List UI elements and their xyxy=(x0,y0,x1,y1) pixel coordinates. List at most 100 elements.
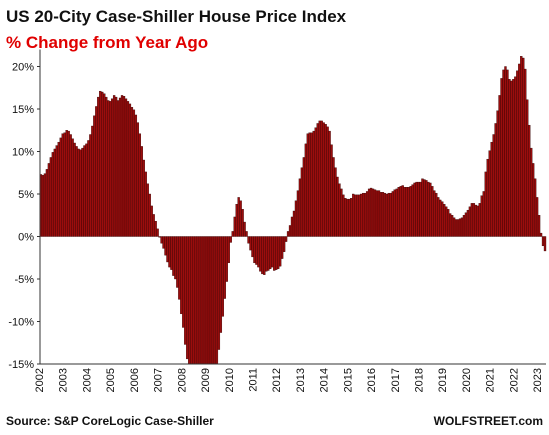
bar xyxy=(280,236,284,259)
x-tick-label: 2019 xyxy=(437,368,449,392)
bar xyxy=(114,96,118,237)
bar xyxy=(273,236,276,271)
bar xyxy=(245,231,248,237)
bar xyxy=(186,236,189,360)
bar xyxy=(259,236,262,272)
bar xyxy=(89,134,92,237)
bar xyxy=(431,186,434,237)
bar xyxy=(184,236,187,345)
bar xyxy=(87,140,90,237)
bar xyxy=(247,236,250,244)
bar xyxy=(488,150,491,237)
bar xyxy=(391,191,394,237)
bar xyxy=(516,70,519,237)
bar xyxy=(275,236,278,270)
bar xyxy=(154,221,157,237)
y-tick-label: 5% xyxy=(18,189,34,201)
bar xyxy=(83,145,86,237)
x-tick-label: 2022 xyxy=(508,368,520,392)
bar xyxy=(429,182,432,237)
bar xyxy=(160,236,163,244)
bar xyxy=(543,236,547,252)
x-tick-label: 2007 xyxy=(153,368,165,392)
bar xyxy=(142,159,145,237)
chart-title: US 20-City Case-Shiller House Price Inde… xyxy=(6,7,347,26)
bar xyxy=(514,76,517,237)
bar xyxy=(494,123,497,237)
bar xyxy=(112,95,116,237)
bar xyxy=(334,167,337,237)
x-tick-label: 2018 xyxy=(414,368,426,392)
bar xyxy=(365,191,369,237)
bar xyxy=(539,232,543,237)
bar xyxy=(290,216,294,237)
bar xyxy=(172,236,175,276)
bar xyxy=(239,200,242,237)
y-tick-label: -5% xyxy=(14,274,34,286)
bar xyxy=(162,236,165,249)
y-tick-label: 10% xyxy=(12,147,34,159)
bar xyxy=(101,91,104,237)
bar xyxy=(97,96,100,237)
x-tick-label: 2014 xyxy=(319,368,331,392)
bar xyxy=(300,167,304,237)
bar xyxy=(504,66,507,237)
bar xyxy=(182,236,185,328)
bar xyxy=(340,188,343,237)
x-tick-label: 2009 xyxy=(200,368,212,392)
bar xyxy=(533,178,537,237)
bar xyxy=(164,236,167,256)
bar xyxy=(403,187,406,237)
bar xyxy=(211,236,215,364)
bar xyxy=(122,96,126,237)
bar xyxy=(330,144,333,237)
bar xyxy=(496,110,499,237)
bar xyxy=(506,69,509,237)
bar xyxy=(292,210,296,237)
bar xyxy=(518,63,521,237)
x-tick-label: 2017 xyxy=(390,368,402,392)
bar xyxy=(215,236,219,364)
bar xyxy=(217,236,221,350)
bar xyxy=(286,231,290,237)
x-tick-label: 2006 xyxy=(129,368,141,392)
bar xyxy=(492,134,495,237)
x-tick-label: 2013 xyxy=(295,368,307,392)
bar xyxy=(395,188,398,237)
bar xyxy=(199,236,203,364)
bar xyxy=(419,181,422,237)
bar xyxy=(227,236,230,264)
bar xyxy=(158,236,161,238)
bar xyxy=(498,95,501,237)
y-tick-label: -10% xyxy=(8,317,34,329)
bar xyxy=(462,215,466,237)
bar xyxy=(263,236,266,275)
bar xyxy=(510,80,513,237)
bar xyxy=(277,236,280,269)
bar xyxy=(458,218,462,237)
bar xyxy=(261,236,264,275)
bar xyxy=(174,236,177,280)
bar xyxy=(271,236,274,268)
bar xyxy=(520,56,523,237)
bar xyxy=(178,236,181,300)
bar xyxy=(452,217,456,237)
x-tick-label: 2015 xyxy=(342,368,354,392)
bar xyxy=(85,143,88,237)
bar xyxy=(524,68,527,237)
bar xyxy=(413,182,416,237)
bar xyxy=(136,122,140,237)
bar xyxy=(383,192,387,237)
bar xyxy=(138,133,141,237)
bar xyxy=(454,219,458,237)
bar xyxy=(472,203,476,237)
bar xyxy=(188,236,191,364)
bar xyxy=(326,126,329,237)
bar xyxy=(377,190,381,237)
bar xyxy=(144,171,147,237)
x-tick-label: 2005 xyxy=(105,368,117,392)
bar xyxy=(535,197,539,237)
bar xyxy=(180,236,183,315)
bar xyxy=(95,106,98,237)
bar xyxy=(415,181,418,237)
